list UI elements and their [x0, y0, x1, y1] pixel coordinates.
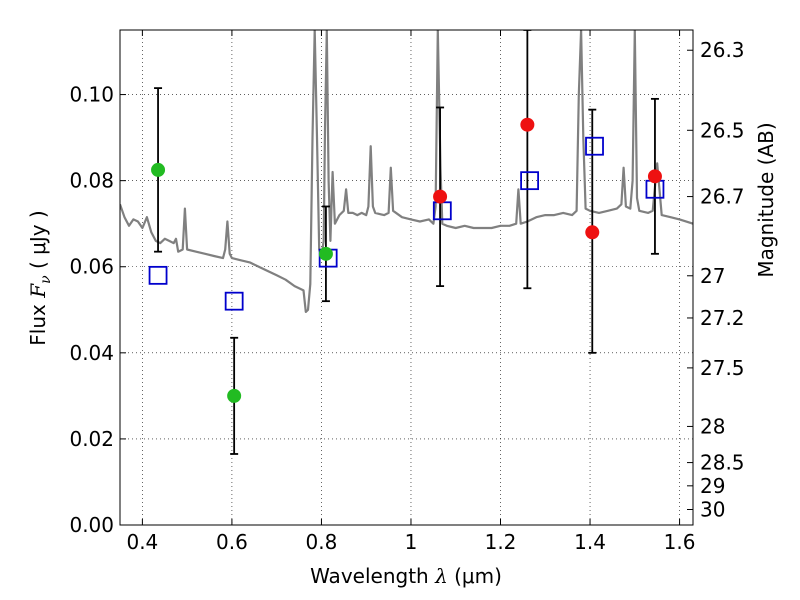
observed-point	[151, 162, 166, 177]
y-axis-label: Flux Fν ( μJy )	[26, 210, 54, 345]
y-tick-label: 0.02	[69, 427, 114, 451]
y-tick-label: 0.04	[69, 341, 114, 365]
y2-tick-label: 26.3	[700, 38, 745, 62]
observed-point	[520, 117, 535, 132]
grid	[120, 30, 693, 526]
x-tick-label: 1	[405, 530, 418, 554]
y2-tick-label: 26.7	[700, 185, 745, 209]
model-photometry-square	[224, 291, 244, 311]
y2-tick-label: 27.5	[700, 356, 745, 380]
x-tick-label: 1.6	[664, 530, 696, 554]
observed-point	[227, 388, 242, 403]
y-tick-label: 0.10	[69, 83, 114, 107]
plot-frame	[119, 29, 694, 526]
x-axis-label: Wavelength λ (μm)	[310, 564, 502, 588]
x-tick-label: 0.6	[216, 530, 248, 554]
model-photometry-square	[148, 265, 168, 285]
ticks: 0.4 0.6 0.8 1 1.2 1.4 1.6 0.00 0.02 0.04 0.06 0.08 0…	[69, 30, 745, 554]
y2-tick-label: 28	[700, 414, 725, 438]
y2-tick-label: 27	[700, 264, 725, 288]
x-tick-label: 0.4	[126, 530, 158, 554]
y2-axis-label: Magnitude (AB)	[754, 122, 778, 277]
model-photometry-square	[520, 171, 540, 191]
y2-tick-label: 27.2	[700, 306, 745, 330]
y2-tick-label: 28.5	[700, 451, 745, 475]
x-tick-label: 1.2	[485, 530, 517, 554]
spectrum-line	[120, 30, 693, 313]
model-photometry-square	[585, 136, 604, 156]
y2-tick-label: 26.5	[700, 118, 745, 142]
plot-area	[120, 30, 693, 455]
observed-point	[647, 169, 662, 184]
y-tick-label: 0.00	[69, 513, 114, 537]
observed-point	[585, 225, 600, 240]
y2-tick-label: 30	[700, 498, 725, 522]
y-tick-label: 0.08	[69, 169, 114, 193]
x-tick-label: 0.8	[306, 530, 338, 554]
y2-tick-label: 29	[700, 474, 725, 498]
x-tick-label: 1.4	[574, 530, 606, 554]
observed-point	[318, 246, 333, 261]
observed-point	[433, 189, 448, 204]
y-tick-label: 0.06	[69, 255, 114, 279]
